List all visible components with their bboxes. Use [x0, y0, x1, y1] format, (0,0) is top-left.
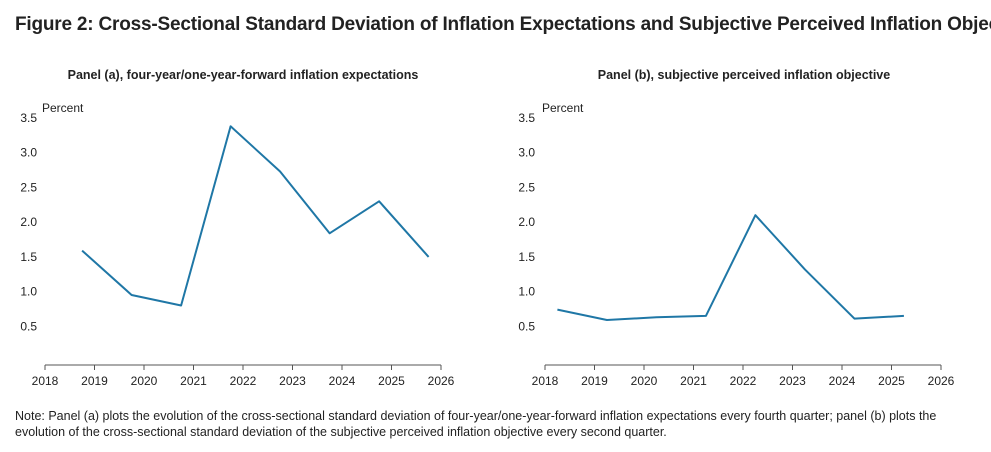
panel-b-x-tick-label: 2021: [680, 374, 707, 388]
panel-a-x-tick-label: 2025: [378, 374, 405, 388]
figure-title: Figure 2: Cross-Sectional Standard Devia…: [15, 14, 991, 35]
panel-b-x-tick-label: 2022: [730, 374, 757, 388]
panel-b-x-tick-label: 2024: [829, 374, 856, 388]
panel-a-y-tick-label: 1.0: [20, 285, 37, 299]
panel-a-x-tick-label: 2026: [428, 374, 455, 388]
figure-note: Note: Panel (a) plots the evolution of t…: [15, 409, 937, 439]
panel-a-y-tick-label: 2.5: [20, 180, 37, 194]
panel-a-x-ticks: 2018 2019 2020 2021 2022 2023 2024 2025 2026: [32, 365, 455, 388]
panel-a-y-tick-label: 1.5: [20, 250, 37, 264]
panel-a-x-tick-label: 2022: [230, 374, 257, 388]
panel-b-x-tick-label: 2025: [878, 374, 905, 388]
panel-b-title: Panel (b), subjective perceived inflatio…: [598, 68, 890, 82]
panel-a-x-tick-label: 2024: [329, 374, 356, 388]
panel-a-x-tick-label: 2020: [131, 374, 158, 388]
panel-a-y-tick-label: 3.0: [20, 146, 37, 160]
panel-a-x-tick-label: 2023: [279, 374, 306, 388]
panel-b-x-tick-label: 2018: [532, 374, 559, 388]
panel-a-y-tick-label: 2.0: [20, 215, 37, 229]
panel-a-ylabel: Percent: [42, 101, 84, 115]
panel-b-y-tick-label: 1.0: [518, 285, 535, 299]
panel-b-x-ticks: 2018 2019 2020 2021 2022 2023 2024 2025 2026: [532, 365, 955, 388]
panel-b-y-tick-label: 0.5: [518, 319, 535, 333]
panel-b-x-tick-label: 2019: [581, 374, 608, 388]
panel-a: Panel (a), four-year/one-year-forward in…: [20, 68, 454, 388]
panel-b-y-tick-label: 3.0: [518, 146, 535, 160]
panel-a-title: Panel (a), four-year/one-year-forward in…: [68, 68, 419, 82]
panel-a-x-tick-label: 2021: [180, 374, 207, 388]
panel-a-y-tick-label: 0.5: [20, 319, 37, 333]
panel-b: Panel (b), subjective perceived inflatio…: [518, 68, 954, 388]
panel-b-y-tick-label: 1.5: [518, 250, 535, 264]
panel-a-x-tick-label: 2018: [32, 374, 59, 388]
panel-a-series-line: [81, 125, 430, 307]
panel-a-x-tick-label: 2019: [81, 374, 108, 388]
panel-b-ylabel: Percent: [542, 101, 584, 115]
panel-b-series-line: [557, 214, 904, 321]
panel-b-x-tick-label: 2023: [779, 374, 806, 388]
panel-b-y-ticks: 3.5 3.0 2.5 2.0 1.5 1.0 0.5: [518, 111, 535, 333]
panel-a-y-ticks: 3.5 3.0 2.5 2.0 1.5 1.0 0.5: [20, 111, 37, 333]
panel-b-x-tick-label: 2026: [928, 374, 955, 388]
panel-a-y-tick-label: 3.5: [20, 111, 37, 125]
panel-b-y-tick-label: 3.5: [518, 111, 535, 125]
panel-b-y-tick-label: 2.0: [518, 215, 535, 229]
panel-b-x-tick-label: 2020: [631, 374, 658, 388]
panel-b-y-tick-label: 2.5: [518, 180, 535, 194]
